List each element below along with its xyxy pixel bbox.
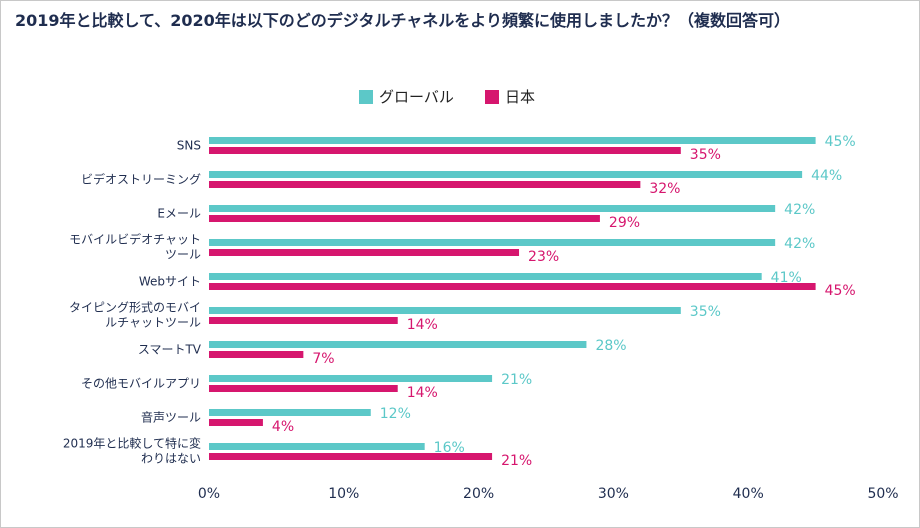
data-label-global-7: 28% — [595, 338, 626, 354]
category-label-7: スマートTV — [138, 343, 202, 357]
category-label-10-line-1: 2019年と比較して特に変 — [63, 436, 201, 451]
bar-global-10 — [209, 443, 425, 450]
data-label-global-5: 41% — [771, 270, 802, 286]
category-label-6-line-1: タイピング形式のモバイ — [69, 301, 201, 315]
bar-global-6 — [209, 307, 681, 314]
bar-global-3 — [209, 205, 776, 212]
data-label-japan-9: 4% — [272, 419, 294, 435]
data-label-japan-7: 7% — [312, 351, 334, 367]
data-label-japan-6: 14% — [407, 317, 438, 333]
bar-japan-9 — [209, 419, 263, 426]
data-label-global-1: 45% — [825, 134, 856, 150]
bar-japan-6 — [209, 317, 398, 324]
category-label-6-line-2: ルチャットツール — [105, 316, 201, 330]
bar-japan-10 — [209, 453, 493, 460]
bar-japan-7 — [209, 351, 304, 358]
data-label-global-9: 12% — [380, 406, 411, 422]
category-label-5: Webサイト — [139, 275, 201, 289]
category-label-9: 音声ツール — [141, 410, 201, 425]
x-tick-label-4: 30% — [598, 486, 629, 502]
category-label-4-line-2: ツール — [165, 248, 201, 262]
category-label-3: Eメール — [157, 207, 201, 221]
bar-global-7 — [209, 341, 587, 348]
data-label-japan-8: 14% — [407, 385, 438, 401]
chart-title: 2019年と比較して、2020年は以下のどのデジタルチャネルをより頻繁に使用しま… — [15, 11, 790, 30]
data-label-japan-2: 32% — [649, 181, 680, 197]
legend-swatch-1 — [359, 90, 373, 104]
bar-japan-2 — [209, 181, 641, 188]
data-label-global-3: 42% — [784, 202, 815, 218]
data-label-global-4: 42% — [784, 236, 815, 252]
bar-global-2 — [209, 171, 803, 178]
data-label-global-2: 44% — [811, 168, 842, 184]
bar-global-9 — [209, 409, 371, 416]
category-label-1: SNS — [177, 139, 201, 153]
bar-japan-8 — [209, 385, 398, 392]
x-tick-label-1: 0% — [198, 486, 220, 502]
data-label-japan-5: 45% — [825, 283, 856, 299]
x-tick-label-2: 10% — [328, 486, 359, 502]
legend-swatch-2 — [485, 90, 499, 104]
data-label-japan-4: 23% — [528, 249, 559, 265]
bar-japan-5 — [209, 283, 816, 290]
bar-global-5 — [209, 273, 762, 280]
category-label-4-line-1: モバイルビデオチャット — [69, 232, 201, 247]
legend-label-1: グローバル — [379, 88, 454, 106]
bar-japan-3 — [209, 215, 600, 222]
category-label-10-line-2: わりはない — [141, 452, 201, 466]
x-tick-label-3: 20% — [463, 486, 494, 502]
bar-japan-1 — [209, 147, 681, 154]
data-label-japan-10: 21% — [501, 453, 532, 469]
bar-global-8 — [209, 375, 493, 382]
bar-global-4 — [209, 239, 776, 246]
category-label-2: ビデオストリーミング — [81, 172, 201, 187]
data-label-global-10: 16% — [434, 440, 465, 456]
x-tick-label-5: 40% — [733, 486, 764, 502]
legend-label-2: 日本 — [505, 88, 535, 106]
data-label-global-6: 35% — [690, 304, 721, 320]
data-label-japan-1: 35% — [690, 147, 721, 163]
bar-japan-4 — [209, 249, 520, 256]
bar-global-1 — [209, 137, 816, 144]
data-label-global-8: 21% — [501, 372, 532, 388]
x-tick-label-6: 50% — [867, 486, 898, 502]
category-label-8: その他モバイルアプリ — [81, 377, 201, 391]
data-label-japan-3: 29% — [609, 215, 640, 231]
